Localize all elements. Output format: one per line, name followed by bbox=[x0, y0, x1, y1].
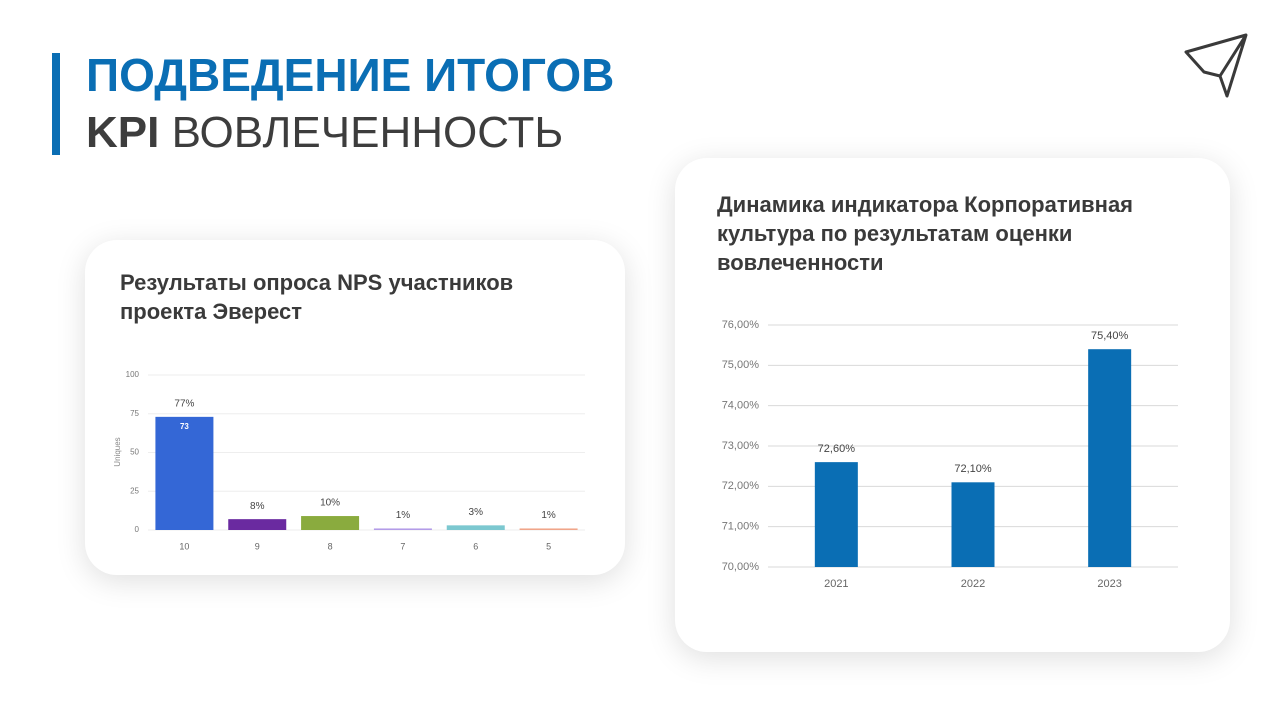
data-label: 3% bbox=[469, 507, 484, 518]
subtitle-bold: KPI bbox=[86, 108, 160, 157]
x-tick-label: 9 bbox=[255, 541, 260, 551]
data-label: 1% bbox=[541, 510, 556, 521]
y-tick-label: 70,00% bbox=[722, 561, 760, 573]
logo bbox=[1184, 33, 1248, 98]
bar bbox=[228, 519, 287, 530]
x-tick-label: 5 bbox=[546, 541, 551, 551]
y-tick-label: 75,00% bbox=[722, 359, 760, 371]
x-tick-label: 2022 bbox=[961, 578, 985, 590]
data-label: 72,10% bbox=[954, 463, 992, 475]
y-axis-label: Uniques bbox=[113, 437, 122, 466]
x-tick-label: 6 bbox=[473, 541, 478, 551]
slide-subtitle: KPI ВОВЛЕЧЕННОСТЬ bbox=[86, 106, 563, 160]
y-tick-label: 74,00% bbox=[722, 400, 760, 412]
x-tick-label: 10 bbox=[179, 541, 189, 551]
y-tick-label: 0 bbox=[135, 525, 140, 534]
chart-title: Результаты опроса NPS участников проекта… bbox=[120, 270, 514, 324]
slide-title: ПОДВЕДЕНИЕ ИТОГОВ bbox=[86, 49, 615, 101]
chart-title: Динамика индикатора Корпоративная культу… bbox=[717, 192, 1134, 275]
inner-label: 73 bbox=[180, 422, 189, 431]
data-label: 10% bbox=[320, 498, 340, 509]
bar bbox=[814, 462, 858, 567]
bar bbox=[446, 525, 505, 530]
data-label: 72,60% bbox=[818, 443, 856, 455]
y-tick-label: 76,00% bbox=[722, 319, 760, 331]
x-tick-label: 2021 bbox=[824, 578, 848, 590]
bar bbox=[519, 528, 578, 530]
y-tick-label: 73,00% bbox=[722, 440, 760, 452]
x-tick-label: 7 bbox=[400, 541, 405, 551]
bar bbox=[301, 516, 360, 530]
bar bbox=[1088, 349, 1132, 567]
y-tick-label: 25 bbox=[130, 486, 139, 495]
data-label: 8% bbox=[250, 501, 265, 512]
y-tick-label: 100 bbox=[126, 370, 140, 379]
x-tick-label: 2023 bbox=[1097, 578, 1121, 590]
bar bbox=[373, 528, 432, 530]
bar bbox=[155, 416, 214, 530]
data-label: 75,40% bbox=[1091, 330, 1129, 342]
accent-bar bbox=[52, 53, 60, 155]
y-tick-label: 75 bbox=[130, 409, 139, 418]
data-label: 1% bbox=[396, 510, 411, 521]
subtitle-text: ВОВЛЕЧЕННОСТЬ bbox=[171, 108, 564, 157]
x-tick-label: 8 bbox=[328, 541, 333, 551]
y-tick-label: 71,00% bbox=[722, 521, 760, 533]
kpi-card bbox=[675, 158, 1230, 652]
y-tick-label: 50 bbox=[130, 448, 139, 457]
data-label: 77% bbox=[174, 398, 194, 409]
y-tick-label: 72,00% bbox=[722, 480, 760, 492]
bar bbox=[951, 482, 995, 567]
